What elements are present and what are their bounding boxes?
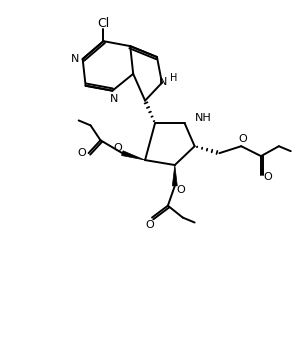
Text: O: O <box>146 220 154 231</box>
Text: O: O <box>176 185 185 195</box>
Text: O: O <box>264 172 272 182</box>
Polygon shape <box>172 165 177 186</box>
Text: O: O <box>239 134 248 144</box>
Text: O: O <box>77 148 86 158</box>
Text: NH: NH <box>195 114 211 123</box>
Text: N: N <box>110 94 119 104</box>
Text: O: O <box>113 143 122 153</box>
Text: H: H <box>170 73 177 83</box>
Polygon shape <box>122 151 145 160</box>
Text: N: N <box>71 54 79 64</box>
Text: Cl: Cl <box>97 17 110 30</box>
Text: N: N <box>159 77 167 87</box>
